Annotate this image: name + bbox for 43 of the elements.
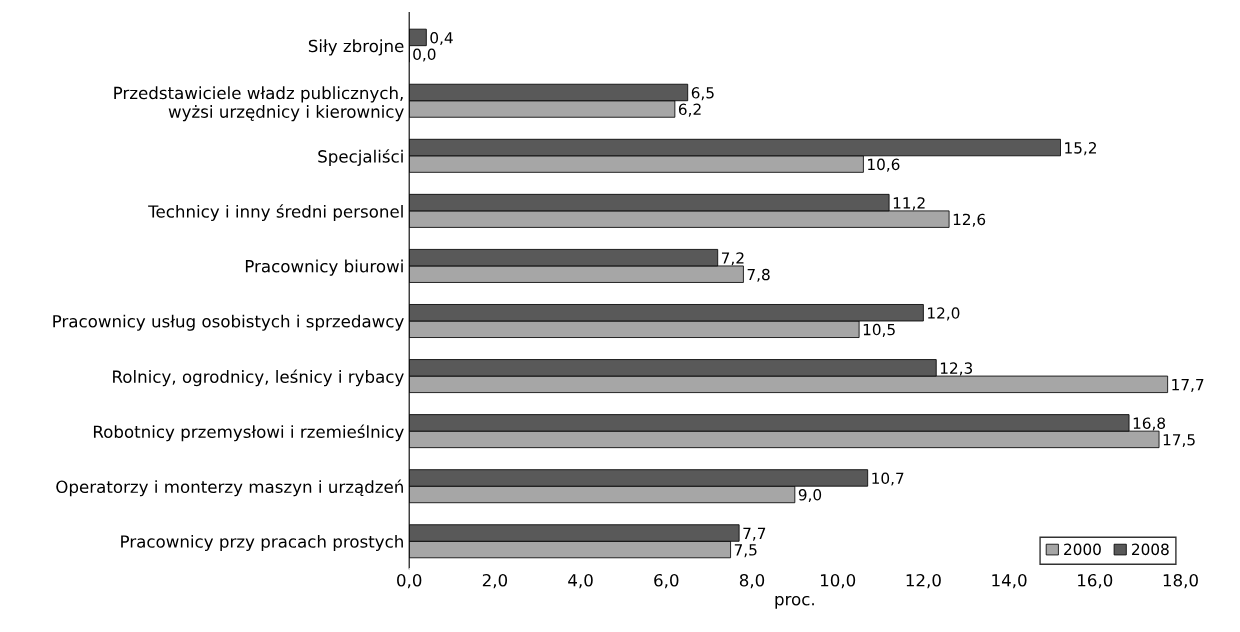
data-label: 17,7 bbox=[1172, 379, 1204, 392]
y-tick-label: Pracownicy biurowi bbox=[245, 259, 403, 276]
y-tick-label: Siły zbrojne bbox=[308, 39, 404, 56]
data-label: 12,6 bbox=[953, 213, 986, 227]
data-label: 9,0 bbox=[798, 488, 822, 503]
x-tick-label: 12,0 bbox=[906, 573, 941, 589]
data-label: 10,6 bbox=[868, 158, 900, 172]
data-label: 10,5 bbox=[863, 323, 895, 337]
x-tick-label: 8,0 bbox=[739, 573, 765, 589]
y-tick-label: Rolnicy, ogrodnicy, leśnicy i rybacy bbox=[113, 369, 404, 387]
x-axis-title: proc. bbox=[775, 595, 814, 609]
data-label: 7,8 bbox=[747, 268, 770, 282]
y-tick-label: Pracownicy usług osobistych i sprzedawcy bbox=[53, 314, 404, 331]
data-label: 0,4 bbox=[430, 31, 453, 46]
data-label: 7,7 bbox=[743, 527, 766, 541]
data-label: 7,2 bbox=[721, 252, 744, 266]
data-label: 11,2 bbox=[893, 197, 925, 211]
x-tick-label: 0,0 bbox=[397, 573, 422, 589]
data-label: 12,3 bbox=[940, 362, 973, 376]
y-tick-label: Technicy i inny średni personel bbox=[148, 204, 403, 222]
data-label: 7,5 bbox=[734, 544, 757, 558]
data-label: 17,5 bbox=[1163, 434, 1195, 448]
x-tick-label: 4,0 bbox=[568, 573, 593, 589]
y-tick-label: Przedstawiciele władz publicznych, wyżsi urzędnicy i kierownicy bbox=[114, 86, 404, 122]
x-tick-label: 16,0 bbox=[1078, 573, 1113, 589]
y-tick-label: Robotnicy przemysłowi i rzemieślnicy bbox=[93, 424, 404, 442]
data-label: 12,0 bbox=[928, 307, 960, 321]
data-label: 0,0 bbox=[413, 48, 436, 62]
legend-label: 2008 bbox=[1132, 543, 1169, 556]
x-tick-label: 2,0 bbox=[482, 573, 508, 589]
y-tick-label: Pracownicy przy pracach prostych bbox=[121, 534, 403, 552]
data-label: 16,8 bbox=[1133, 417, 1166, 431]
y-tick-label: Operatorzy i monterzy maszyn i urządzeń bbox=[56, 479, 403, 497]
legend-label: 2000 bbox=[1064, 543, 1101, 556]
y-tick-label: Specjaliści bbox=[318, 149, 403, 166]
data-label: 6,2 bbox=[678, 103, 701, 117]
data-label: 10,7 bbox=[872, 472, 904, 486]
data-label: 6,5 bbox=[691, 87, 714, 101]
x-tick-label: 6,0 bbox=[654, 573, 679, 589]
data-label: 15,2 bbox=[1065, 142, 1096, 156]
x-tick-label: 18,0 bbox=[1163, 573, 1198, 589]
x-tick-label: 14,0 bbox=[992, 573, 1027, 589]
x-tick-label: 10,0 bbox=[820, 573, 856, 589]
